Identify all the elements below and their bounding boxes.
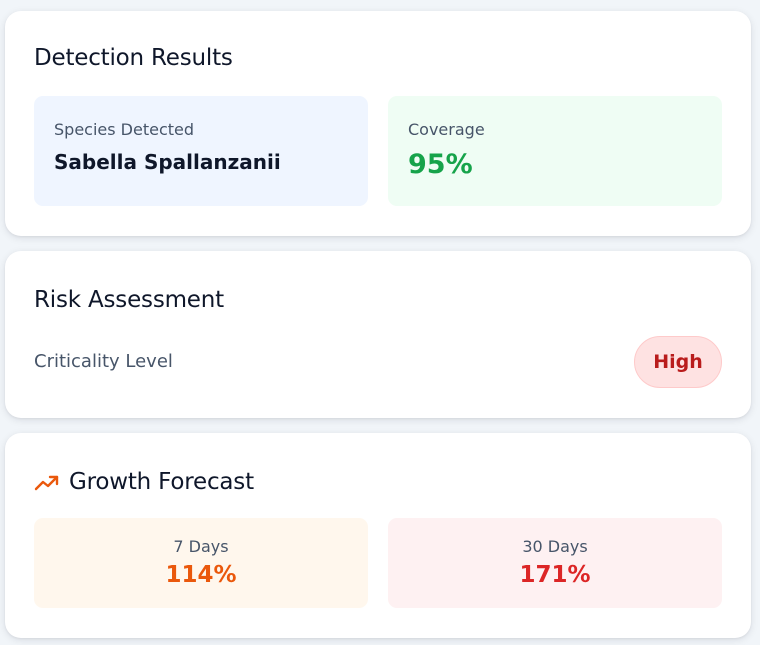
coverage-value: 95% (408, 149, 473, 180)
risk-assessment-card: Risk Assessment Criticality Level High (5, 251, 751, 418)
species-detected-value: Sabella Spallanzanii (54, 150, 281, 174)
forecast-7-days-tile: 7 Days 114% (34, 518, 368, 608)
detection-results-card: Detection Results Species Detected Sabel… (5, 11, 751, 236)
forecast-7-days-value: 114% (165, 562, 237, 588)
criticality-level-badge: High (634, 336, 722, 388)
trending-up-icon (34, 475, 59, 491)
species-detected-tile: Species Detected Sabella Spallanzanii (34, 96, 368, 206)
forecast-30-days-tile: 30 Days 171% (388, 518, 722, 608)
growth-forecast-title: Growth Forecast (69, 469, 254, 495)
growth-forecast-card: Growth Forecast 7 Days 114% 30 Days 171% (5, 433, 751, 638)
risk-assessment-title: Risk Assessment (34, 287, 224, 313)
forecast-7-days-label: 7 Days (173, 537, 229, 556)
coverage-label: Coverage (408, 120, 485, 139)
detection-results-title: Detection Results (34, 45, 233, 71)
criticality-level-label: Criticality Level (34, 351, 173, 372)
forecast-30-days-label: 30 Days (522, 537, 588, 556)
forecast-30-days-value: 171% (519, 562, 591, 588)
species-detected-label: Species Detected (54, 120, 195, 139)
coverage-tile: Coverage 95% (388, 96, 722, 206)
